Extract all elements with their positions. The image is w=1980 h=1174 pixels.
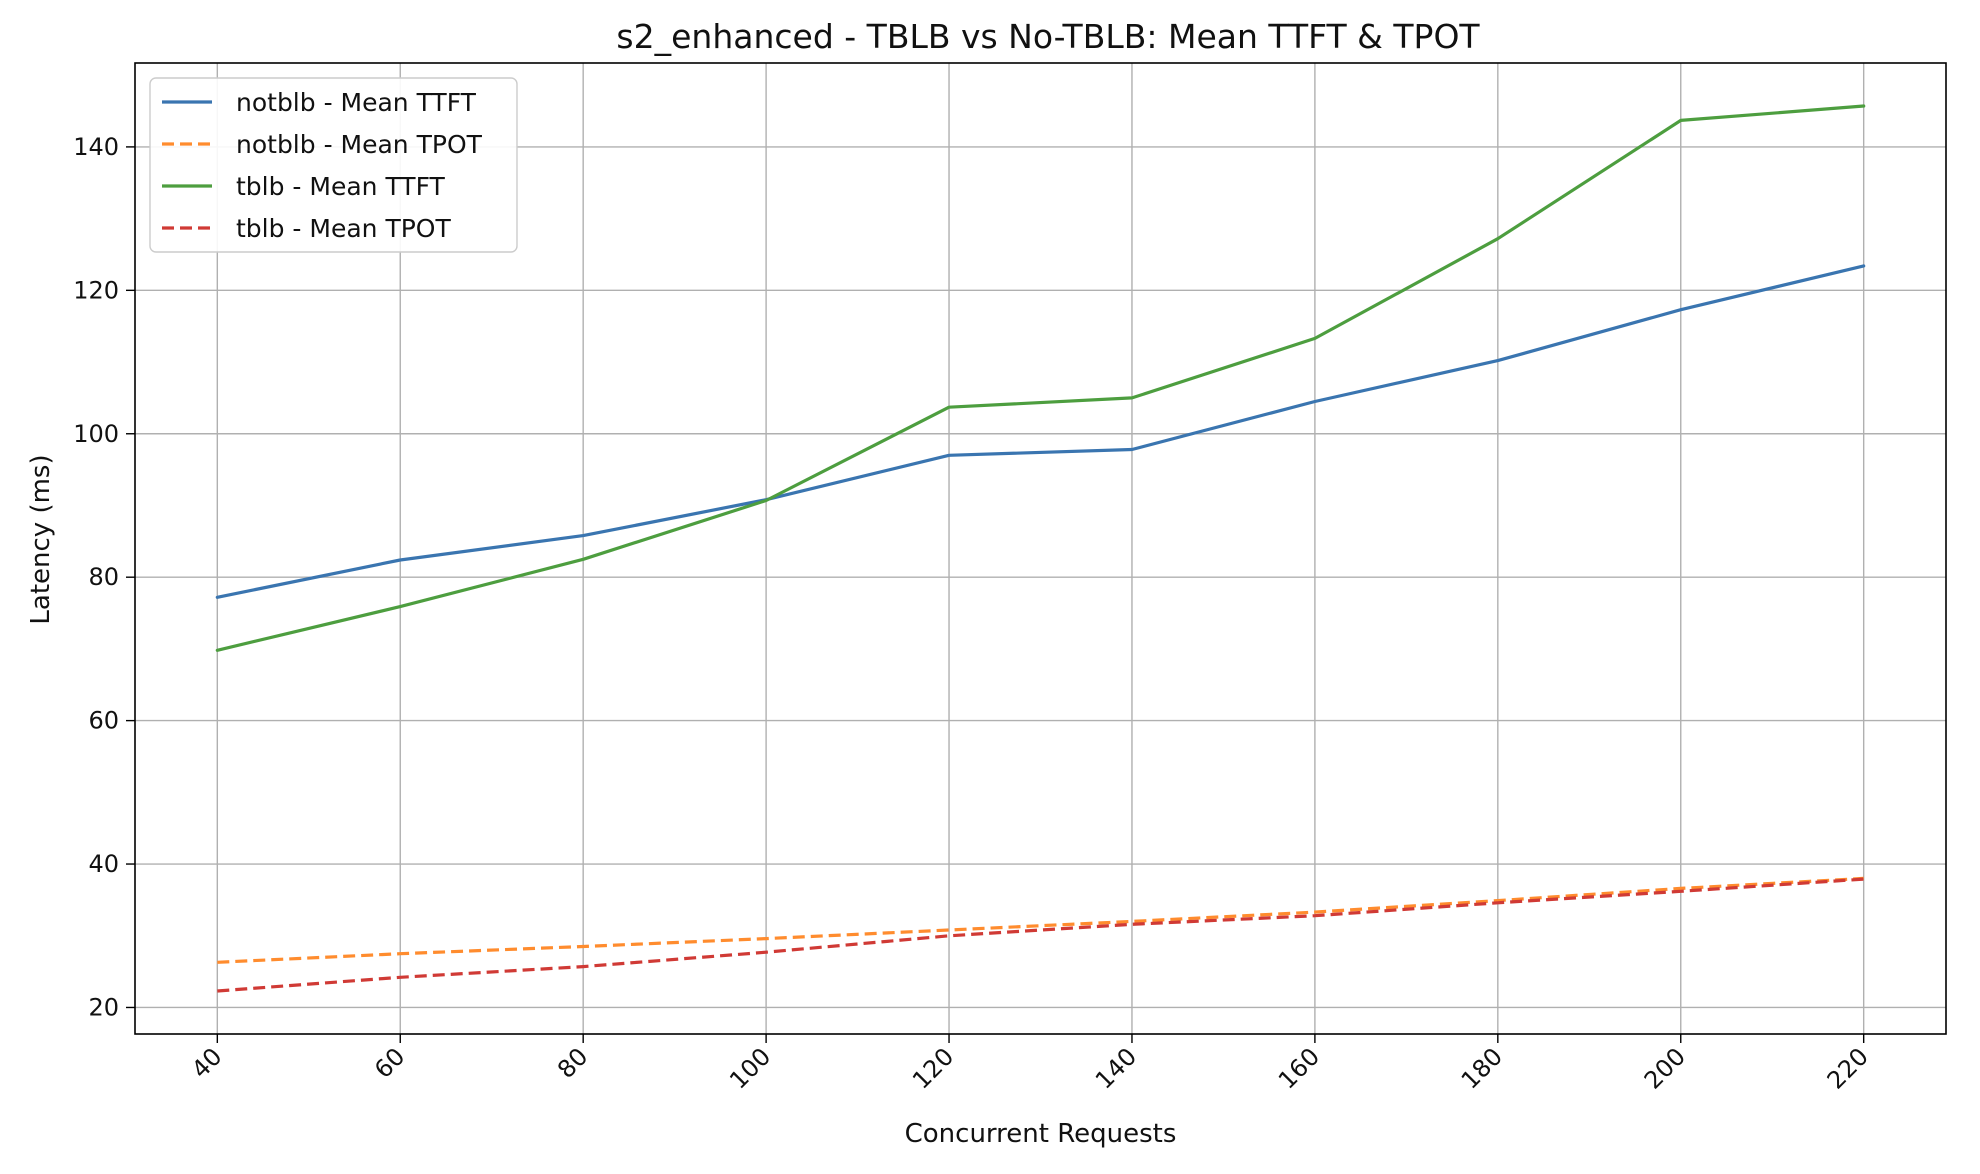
- legend-label: tblb - Mean TTFT: [236, 172, 446, 201]
- x-tick-label: 40: [186, 1042, 227, 1083]
- axis-ticks: 40 60 80 100 120 140 160 180 200 220 20 40 60 80 100 12…: [73, 133, 1874, 1095]
- x-tick-label: 160: [1273, 1042, 1325, 1094]
- y-tick-label: 140: [73, 133, 119, 161]
- x-tick-label: 220: [1822, 1042, 1874, 1094]
- x-tick-label: 200: [1639, 1042, 1691, 1094]
- legend: notblb - Mean TTFT notblb - Mean TPOT tblb…: [149, 77, 518, 253]
- series-line-2: [217, 876, 1864, 964]
- chart-title: s2_enhanced - TBLB vs No-TBLB: Mean TTFT…: [616, 17, 1480, 56]
- x-tick-label: 140: [1090, 1042, 1142, 1094]
- y-axis-title: Latency (ms): [26, 454, 56, 624]
- series-line-1: [215, 264, 1866, 599]
- series-lines: [215, 104, 1866, 993]
- legend-label: tblb - Mean TPOT: [236, 214, 451, 243]
- gridlines: [135, 63, 1946, 1034]
- x-tick-label: 120: [907, 1042, 959, 1094]
- y-tick-label: 80: [88, 563, 119, 591]
- x-tick-label: 80: [552, 1042, 593, 1083]
- series-line-3: [215, 104, 1866, 652]
- x-axis-title: Concurrent Requests: [905, 1119, 1177, 1149]
- plot-frame: [134, 62, 1947, 1035]
- legend-label: notblb - Mean TPOT: [236, 130, 483, 159]
- y-tick-label: 120: [73, 276, 119, 304]
- y-tick-label: 40: [88, 850, 119, 878]
- legend-label: notblb - Mean TTFT: [236, 88, 477, 117]
- y-tick-label: 100: [73, 420, 119, 448]
- y-tick-label: 60: [88, 707, 119, 735]
- x-tick-label: 100: [724, 1042, 776, 1094]
- series-line-4: [217, 877, 1864, 993]
- x-tick-label: 60: [369, 1042, 410, 1083]
- x-tick-label: 180: [1456, 1042, 1508, 1094]
- legend-box: [149, 77, 518, 253]
- y-tick-label: 20: [88, 993, 119, 1021]
